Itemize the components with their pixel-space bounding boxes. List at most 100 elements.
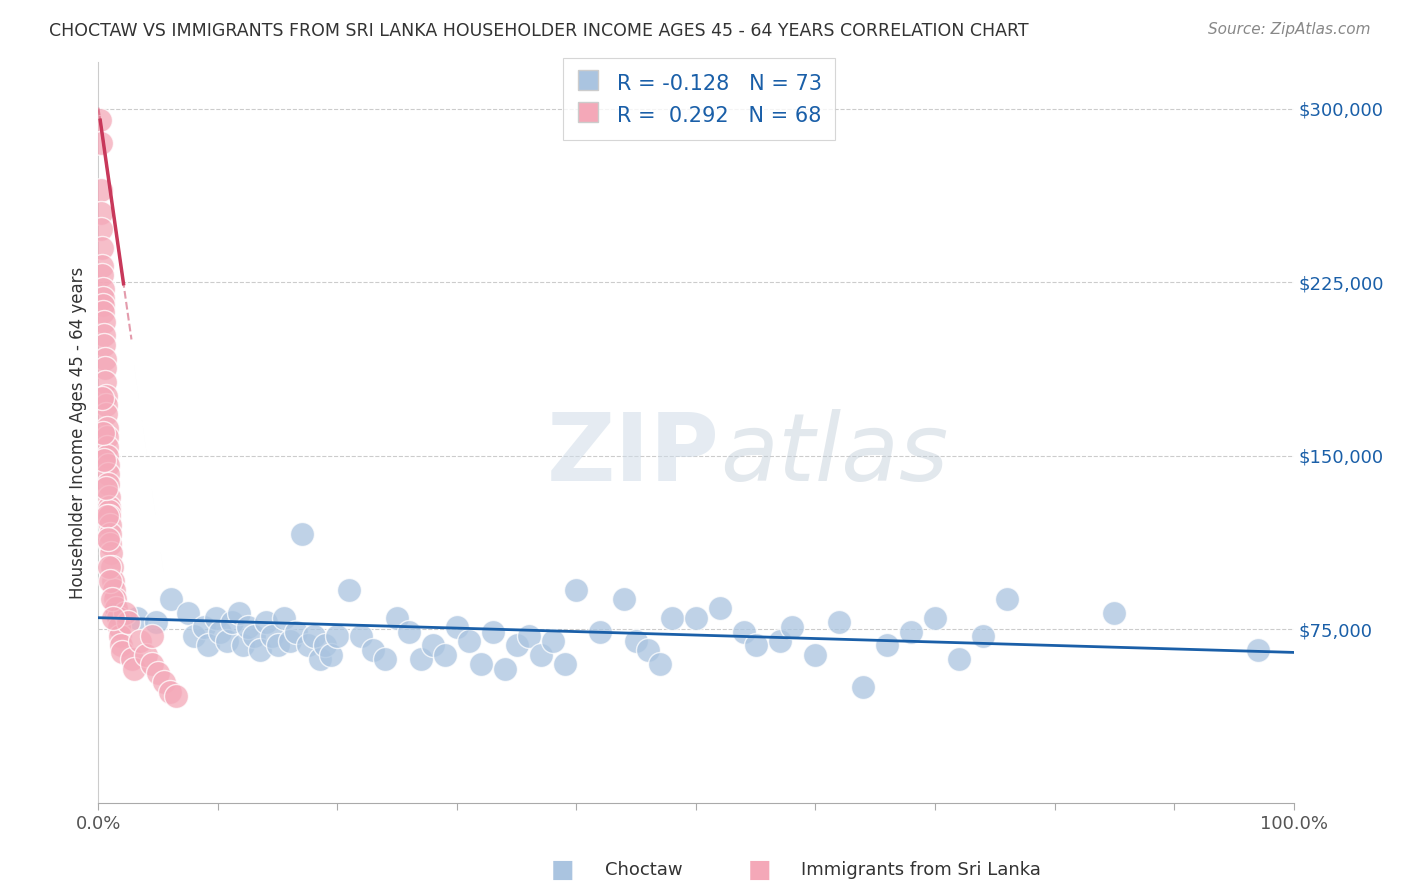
Point [494, 662, 516, 676]
Point [1104, 606, 1126, 620]
Point [90, 222, 112, 236]
Point [93, 453, 115, 467]
Point [94, 375, 117, 389]
Point [217, 633, 239, 648]
Point [98, 527, 121, 541]
Point [91, 282, 114, 296]
Point [160, 592, 183, 607]
Point [98, 536, 122, 550]
Point [308, 652, 330, 666]
Point [193, 620, 215, 634]
Point [249, 643, 271, 657]
Text: Source: ZipAtlas.com: Source: ZipAtlas.com [1208, 22, 1371, 37]
Point [1247, 643, 1270, 657]
Point [637, 643, 659, 657]
Point [900, 624, 922, 639]
Point [554, 657, 576, 671]
Point [278, 633, 301, 648]
Point [209, 624, 232, 639]
Point [97, 500, 120, 514]
Point [350, 629, 373, 643]
Point [297, 639, 319, 653]
Point [165, 690, 187, 704]
Point [482, 624, 505, 639]
Point [565, 582, 588, 597]
Point [94, 481, 117, 495]
Point [103, 582, 125, 597]
Point [745, 639, 768, 653]
Point [114, 606, 136, 620]
Point [107, 620, 129, 634]
Point [995, 592, 1018, 607]
Point [93, 328, 115, 343]
Point [273, 610, 295, 624]
Point [828, 615, 851, 630]
Point [104, 592, 127, 607]
Point [458, 633, 481, 648]
Y-axis label: Householder Income Ages 45 - 64 years: Householder Income Ages 45 - 64 years [69, 267, 87, 599]
Point [972, 629, 994, 643]
Point [733, 624, 755, 639]
Point [107, 610, 129, 624]
Point [302, 629, 325, 643]
Point [385, 610, 409, 624]
Point [177, 606, 200, 620]
Point [93, 337, 115, 351]
Text: Immigrants from Sri Lanka: Immigrants from Sri Lanka [801, 861, 1042, 879]
Point [90, 136, 112, 151]
Point [135, 648, 157, 662]
Text: Choctaw: Choctaw [605, 861, 682, 879]
Point [589, 624, 612, 639]
Point [98, 559, 121, 574]
Point [91, 259, 114, 273]
Point [780, 620, 803, 634]
Point [110, 639, 132, 653]
Point [315, 639, 337, 653]
Point [96, 449, 118, 463]
Point [141, 629, 163, 643]
Point [121, 652, 143, 666]
Legend: R = -0.128   N = 73, R =  0.292   N = 68: R = -0.128 N = 73, R = 0.292 N = 68 [562, 58, 835, 139]
Point [709, 601, 731, 615]
Point [96, 421, 118, 435]
Point [506, 639, 529, 653]
Point [100, 546, 122, 560]
Point [260, 629, 283, 643]
Point [243, 629, 266, 643]
Point [93, 305, 115, 319]
Point [141, 657, 163, 671]
Point [98, 504, 121, 518]
Point [148, 666, 170, 681]
Point [96, 440, 118, 454]
Point [97, 476, 120, 491]
Point [91, 292, 114, 306]
Point [125, 610, 148, 624]
Point [852, 680, 875, 694]
Point [948, 652, 970, 666]
Point [434, 648, 457, 662]
Point [363, 643, 385, 657]
Point [108, 629, 131, 643]
Point [446, 620, 468, 634]
Point [153, 675, 176, 690]
Point [284, 624, 307, 639]
Point [197, 639, 219, 653]
Point [254, 615, 277, 630]
Point [339, 582, 361, 597]
Point [650, 657, 672, 671]
Point [129, 633, 152, 648]
Point [97, 532, 120, 546]
Point [91, 425, 114, 440]
Point [89, 113, 111, 128]
Point [97, 458, 120, 472]
Point [291, 527, 314, 541]
Point [96, 407, 118, 421]
Point [411, 652, 433, 666]
Point [236, 620, 259, 634]
Point [98, 508, 121, 523]
Point [97, 467, 120, 482]
Point [924, 610, 946, 624]
Point [228, 606, 250, 620]
Point [613, 592, 636, 607]
Point [111, 645, 134, 659]
